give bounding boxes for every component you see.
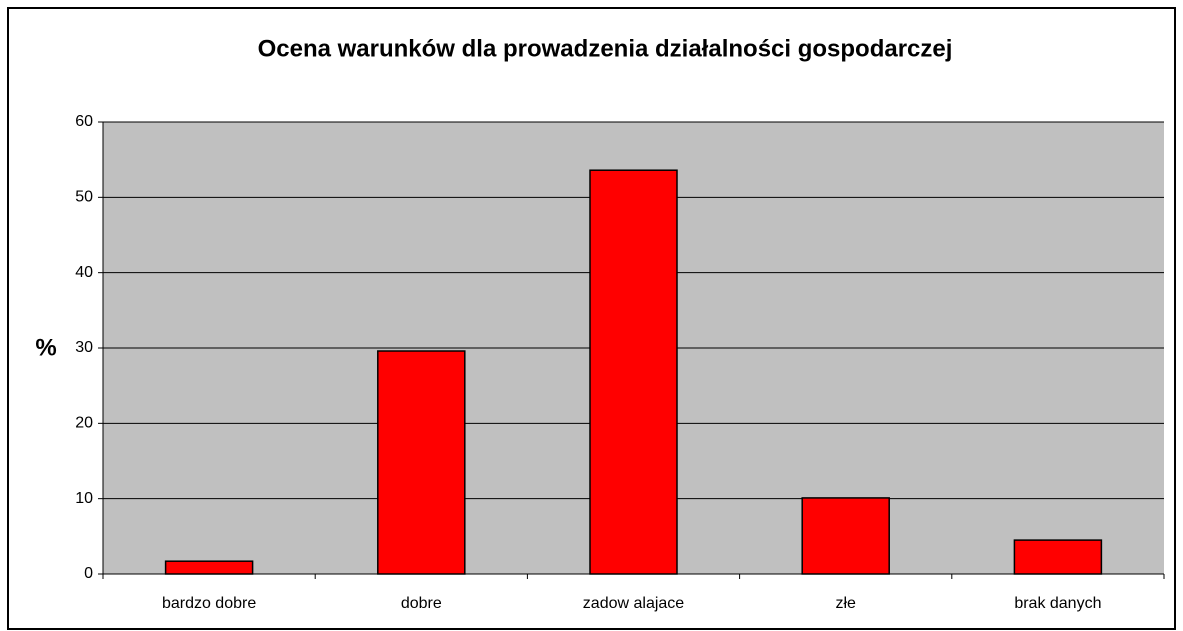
y-tick-label: 10 [75,490,93,507]
y-tick-label: 30 [75,339,93,356]
y-tick-label: 0 [84,565,93,582]
bar [377,350,466,575]
y-tick-label: 60 [75,113,93,130]
bar [1013,539,1103,575]
bar [589,169,678,575]
x-tick-label: bardzo dobre [162,595,256,612]
x-tick-label: brak danych [1014,595,1101,612]
y-tick-label: 50 [75,189,93,206]
chart-title: Ocena warunków dla prowadzenia działalno… [258,35,953,62]
bar [801,497,890,575]
bar [164,560,254,575]
x-tick-label: złe [835,595,856,612]
y-axis-label: % [35,334,56,361]
x-tick-label: dobre [401,595,442,612]
y-tick-label: 20 [75,415,93,432]
x-tick-label: zadow alajace [583,595,685,612]
y-tick-label: 40 [75,264,93,281]
